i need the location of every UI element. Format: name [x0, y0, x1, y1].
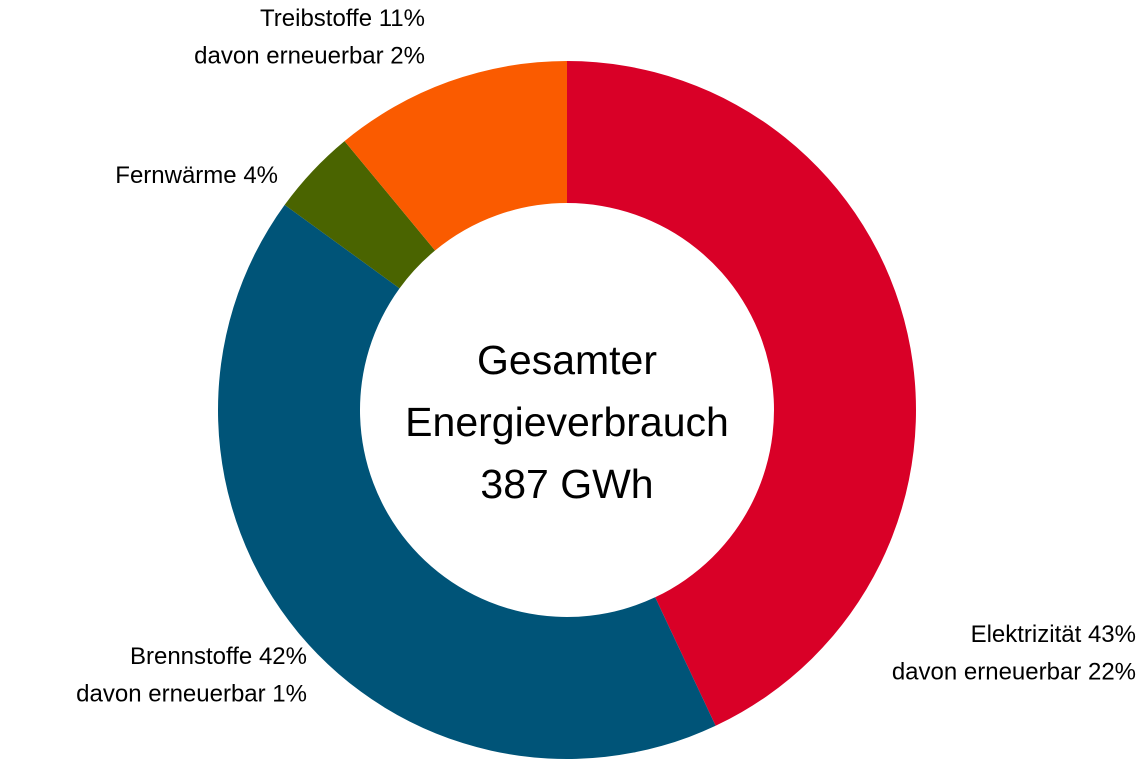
center-text: 387 GWh: [480, 461, 653, 507]
category-name: Fernwärme: [115, 162, 236, 189]
donut-slice: [567, 61, 917, 726]
slice-sublabel: davon erneuerbar 2%: [194, 42, 425, 69]
value-label: 42%: [259, 643, 307, 670]
value-label: 43%: [1088, 621, 1136, 648]
slice-sublabel: davon erneuerbar 22%: [892, 658, 1136, 685]
category-name: Elektrizität: [971, 621, 1082, 648]
donut-slice: [284, 141, 436, 289]
spacer: [237, 162, 244, 189]
slice-label: Treibstoffe 11%: [260, 5, 425, 32]
donut-slice: [218, 204, 716, 760]
value-label: 11%: [379, 5, 425, 32]
center-text: Gesamter: [477, 337, 657, 383]
slice-label: Fernwärme 4%: [115, 162, 278, 189]
center-text: Energieverbrauch: [405, 399, 729, 445]
category-name: Brennstoffe: [130, 643, 252, 670]
donut-slice: [344, 61, 567, 251]
slice-label: Elektrizität 43%: [971, 621, 1136, 648]
spacer: [1081, 621, 1088, 648]
spacer: [372, 5, 379, 32]
value-label: 4%: [243, 162, 278, 189]
slice-label: Brennstoffe 42%: [130, 643, 307, 670]
slice-sublabel: davon erneuerbar 1%: [76, 680, 307, 707]
spacer: [252, 643, 259, 670]
category-name: Treibstoffe: [260, 5, 372, 32]
